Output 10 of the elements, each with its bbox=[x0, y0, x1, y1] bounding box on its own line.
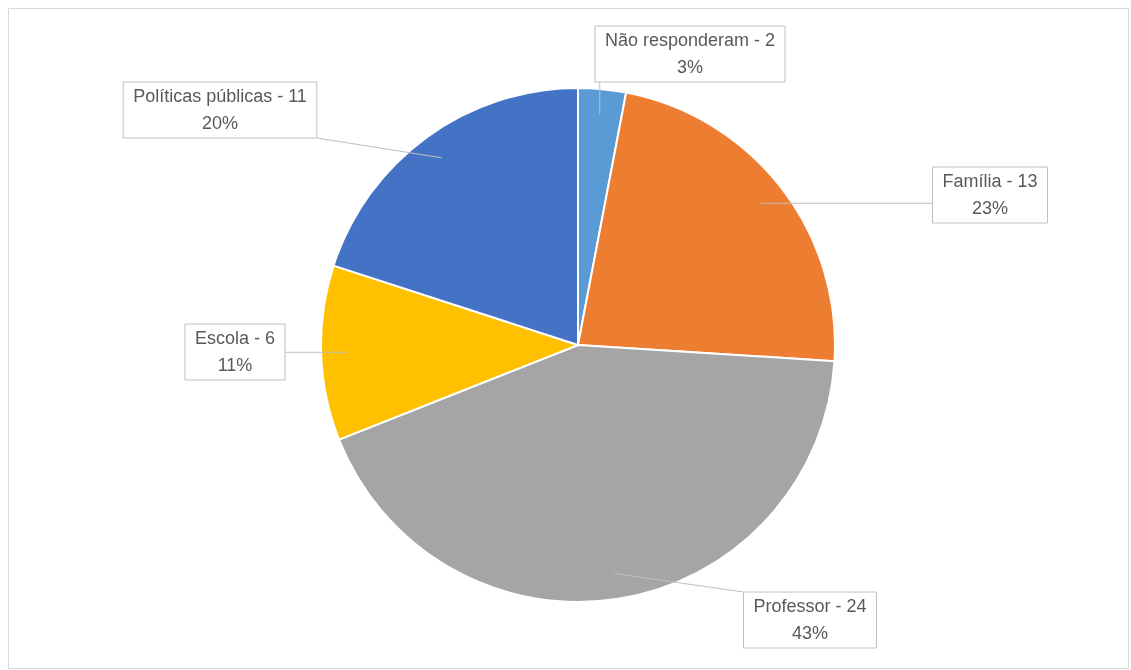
slice-label: Não responderam - 2 bbox=[604, 29, 776, 50]
data-label: 20% bbox=[201, 112, 239, 133]
data-label: 11% bbox=[217, 354, 253, 375]
slice-label: Políticas públicas - 11 bbox=[133, 85, 307, 106]
slice-label: Família - 13 bbox=[942, 170, 1038, 191]
data-label: 43% bbox=[791, 622, 829, 643]
data-label: 23% bbox=[971, 197, 1009, 218]
slice-label: Professor - 24 bbox=[753, 595, 867, 616]
slice-label: Escola - 6 bbox=[194, 327, 276, 348]
data-label: 3% bbox=[676, 56, 704, 77]
